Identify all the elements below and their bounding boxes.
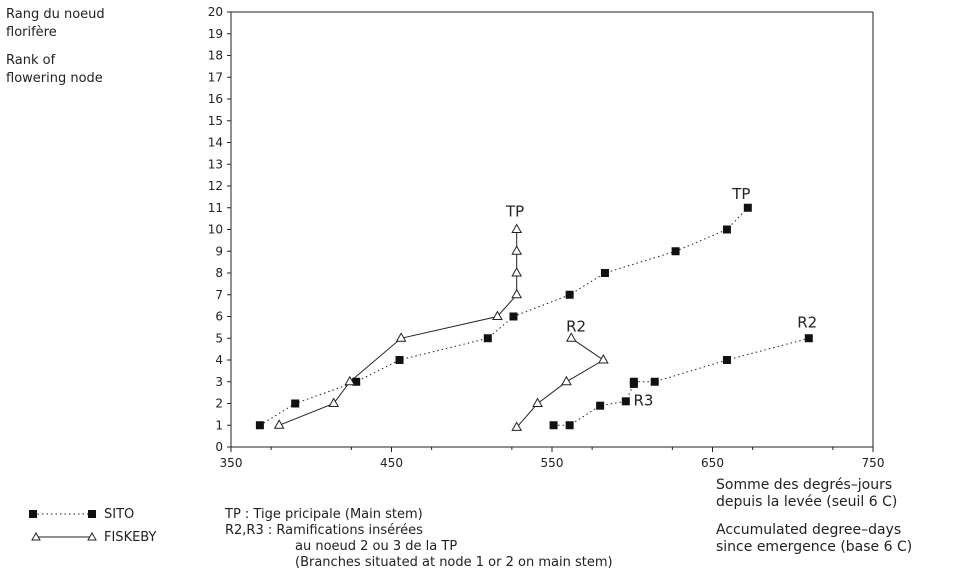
fiskeby-point [328,397,340,407]
y-tick-label: 15 [208,114,223,128]
legend-sito-label: SITO [104,507,135,522]
y-tick-label: 9 [215,244,223,258]
series-line-fiskeby-r2 [516,337,605,428]
sito-point [549,421,558,430]
sito-point [483,334,492,343]
fiskeby-point [511,223,523,233]
legend-fiskeby-marker-left [31,531,41,541]
x-tick-label: 750 [862,456,885,470]
note-line3: au noeud 2 ou 3 de la TP [295,539,458,554]
y-tick-label: 7 [215,288,223,302]
sito-point [804,334,813,343]
legend-fiskeby-label: FISKEBY [104,530,157,545]
xlabel-en-line2: since emergence (base 6 C) [716,539,913,555]
y-tick-label: 4 [215,353,223,367]
sito-point [650,377,659,386]
sito-point [600,269,609,277]
xlabel-fr-line2: depuis la levée (seuil 6 C) [716,494,898,510]
xlabel-en-line1: Accumulated degree–days [716,522,902,538]
y-tick-label: 14 [208,136,223,150]
y-tick-label: 3 [215,375,223,389]
x-tick-label: 450 [380,456,403,470]
sito-point [352,377,361,386]
legend [29,510,97,541]
sito-point [621,397,630,406]
note-line1: TP : Tige pricipale (Main stem) [225,507,423,522]
ylabel-en-line2: flowering node [6,71,103,86]
fiskeby-point [395,332,407,342]
series-lines [259,207,809,428]
ylabel-fr-line1: Rang du noeud [6,7,105,22]
sito-point [722,356,731,364]
fiskeby-point [511,266,523,277]
sito-point [291,399,300,408]
fiskeby-point [492,310,503,320]
annotation-label: R2 [566,318,586,336]
y-tick-label: 2 [215,397,223,411]
series-line-fiskeby-tp [278,229,518,426]
y-tick-label: 10 [208,223,223,237]
y-tick-label: 20 [208,5,223,19]
legend-sito-marker-right [88,510,96,518]
x-tick-label: 650 [701,456,724,470]
y-tick-label: 18 [208,49,223,63]
annotation-label: R3 [634,392,654,410]
x-tick-label: 350 [220,456,243,470]
sito-point [565,290,574,299]
note-line4: (Branches situated at node 1 or 2 on mai… [295,555,613,570]
note-line2: R2,R3 : Ramifications insérées [225,523,423,538]
legend-fiskeby-marker-right [87,531,97,541]
ylabel-fr-line2: florifère [6,25,57,40]
y-tick-label: 17 [208,70,223,84]
sito-point [395,356,404,364]
y-tick-label: 6 [215,310,223,324]
data-points [255,203,813,431]
annotations: TP TP R2 R2 R3 [505,185,817,410]
y-tick-label: 1 [215,418,223,432]
y-tick-label: 12 [208,179,223,193]
y-tick-label: 16 [208,92,223,106]
y-tick-label: 5 [215,331,223,345]
y-tick-label: 0 [215,440,223,454]
y-tick-label: 19 [208,27,223,41]
sito-point [722,225,731,234]
sito-point [596,401,605,410]
sito-point [629,379,638,388]
fiskeby-point [344,375,356,386]
fiskeby-point [598,353,609,364]
fiskeby-point [561,375,572,386]
x-tick-label: 550 [541,456,564,470]
fiskeby-point [273,419,285,429]
fiskeby-point [565,332,577,342]
fiskeby-point [532,397,543,407]
sito-point [255,421,264,430]
annotation-label: R2 [797,313,817,331]
y-tick-label: 8 [215,266,223,280]
fiskeby-point [511,245,523,255]
series-line-sito-tp [259,207,749,426]
y-tick-label: 11 [208,201,223,215]
annotation-label: TP [505,202,524,220]
ylabel-en-line1: Rank of [6,53,56,68]
sito-point [671,247,680,256]
sito-point [565,421,574,430]
legend-sito-marker-left [29,510,37,518]
xlabel-fr-line1: Somme des degrés–jours [716,477,893,493]
sito-point [509,312,518,321]
fiskeby-point [511,288,523,299]
fiskeby-point [511,421,523,431]
y-tick-label: 13 [208,157,223,171]
sito-point [743,203,752,212]
annotation-label: TP [731,185,750,203]
series-line-sito-r2 [633,337,809,383]
